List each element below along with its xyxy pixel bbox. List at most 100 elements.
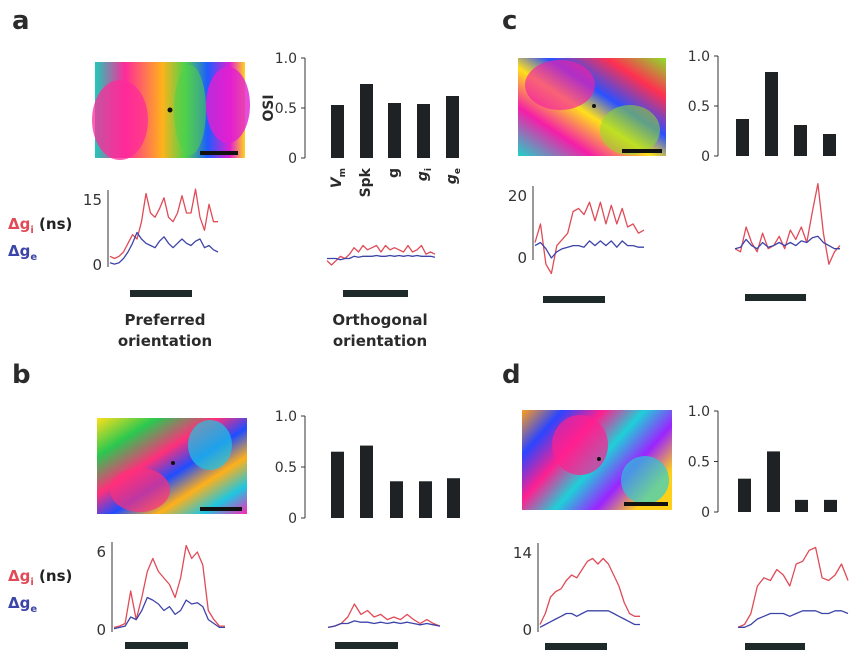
osi-y-tick-label: 1.0 [275, 409, 297, 425]
caption-orthogonal: Orthogonal orientation [310, 310, 450, 352]
orientation-map-a [92, 62, 250, 160]
gi-trace [109, 188, 218, 260]
stimulus-bar [343, 290, 408, 297]
ge-trace [539, 610, 640, 628]
stimulus-bar [130, 290, 192, 297]
panel-label-c: c [502, 6, 518, 36]
gi-trace [737, 546, 849, 628]
osi-bar-chart-d: 0 0.5 1.0 [688, 404, 837, 521]
osi-y-tick-label: 1.0 [688, 404, 710, 420]
osi-y-axis-label: OSI [261, 94, 277, 121]
osi-bar [331, 451, 344, 518]
caption-preferred: Preferred orientation [100, 310, 230, 352]
osi-bar [767, 451, 780, 512]
trace-y-tick-label: 15 [83, 191, 102, 209]
osi-bar [765, 72, 778, 156]
osi-bar [824, 499, 837, 512]
trace-panel-c-traces: 0 20 [508, 186, 645, 303]
caption-preferred-line2: orientation [117, 332, 213, 350]
osi-bar [794, 125, 807, 156]
gi-trace [327, 603, 441, 629]
osi-y-tick-label: 0.5 [275, 460, 297, 476]
orientation-map-b [97, 418, 247, 514]
osi-bar [390, 481, 403, 518]
caption-preferred-line1: Preferred [124, 311, 206, 329]
trace-y-tick-label: 0 [522, 621, 532, 639]
legend-gi-sub: i [30, 225, 34, 236]
caption-orthogonal-line2: orientation [332, 332, 428, 350]
stimulus-bar [545, 643, 607, 650]
gi-trace [734, 182, 841, 265]
trace-panel-d-orth-traces [737, 546, 849, 650]
ge-trace [534, 240, 644, 259]
osi-category-label: ge [444, 168, 463, 184]
trace-panel-d-traces: 0 14 [513, 543, 640, 650]
stimulus-bar [745, 294, 806, 301]
legend-ge-symbol: Δg [8, 242, 31, 260]
osi-category-label: Spk [358, 167, 374, 197]
osi-bar [417, 104, 430, 158]
osi-category-label: Vm [329, 168, 348, 188]
osi-bar [360, 84, 373, 158]
osi-category-label: gi [415, 168, 434, 181]
trace-y-tick-label: 20 [508, 187, 527, 205]
panel-label-d: d [502, 360, 521, 390]
osi-bar-chart-b: 0 0.5 1.0 [275, 409, 460, 527]
legend-gi-sub: i [30, 577, 34, 588]
gi-trace [534, 201, 645, 275]
ge-trace [109, 231, 219, 265]
legend-a: Δgi (ns) Δge [8, 214, 72, 268]
osi-bar [419, 481, 432, 518]
legend-ge-symbol: Δg [8, 594, 31, 612]
orientation-map-d [522, 410, 672, 510]
legend-b: Δgi (ns) Δge [8, 566, 72, 620]
gi-trace [113, 544, 225, 629]
osi-bar [331, 105, 344, 158]
conductance-traces: 0 15 0 6 0 20 0 14 [83, 182, 849, 650]
trace-y-tick-label: 0 [96, 621, 106, 639]
ge-trace [327, 620, 441, 629]
osi-y-tick-label: 0 [701, 505, 710, 521]
stimulus-bar [543, 296, 605, 303]
trace-panel-c-orth-traces [734, 182, 841, 301]
legend-gi-symbol: Δg [8, 567, 31, 585]
trace-y-tick-label: 6 [96, 543, 106, 561]
trace-panel-a-orth-traces [326, 244, 436, 297]
osi-bar-chart-c: 0 0.5 1.0 [688, 49, 836, 165]
osi-bar [446, 96, 459, 158]
osi-y-tick-label: 1.0 [688, 49, 710, 65]
osi-y-tick-label: 1.0 [275, 51, 297, 67]
osi-bar [360, 445, 373, 518]
osi-bar [447, 478, 460, 518]
osi-bar [738, 478, 751, 512]
ge-trace [113, 596, 225, 630]
trace-panel-a-traces: 0 15 [83, 188, 219, 297]
legend-ge-sub: e [30, 604, 38, 615]
trace-panel-b-orth-traces [327, 603, 441, 649]
stimulus-bar [125, 642, 188, 649]
osi-category-label: g [386, 168, 402, 178]
gi-trace [539, 557, 640, 625]
trace-y-tick-label: 14 [513, 544, 532, 562]
osi-y-tick-label: 0.5 [275, 101, 297, 117]
legend-gi-unit: (ns) [39, 215, 73, 233]
legend-gi-unit: (ns) [39, 567, 73, 585]
osi-y-tick-label: 0 [288, 151, 297, 167]
ge-trace [738, 610, 849, 628]
stimulus-bar [335, 642, 398, 649]
stimulus-bar [745, 643, 805, 650]
panel-label-a: a [12, 6, 30, 36]
caption-orthogonal-line1: Orthogonal [332, 311, 428, 329]
osi-bar [736, 119, 749, 156]
trace-y-tick-label: 0 [517, 249, 527, 267]
osi-y-tick-label: 0.5 [688, 99, 710, 115]
trace-y-tick-label: 0 [92, 256, 102, 274]
orientation-map-c [518, 58, 666, 156]
osi-bar [388, 103, 401, 158]
osi-y-tick-label: 0 [288, 511, 297, 527]
ge-trace [734, 235, 840, 250]
ge-trace [327, 254, 436, 261]
osi-y-tick-label: 0 [701, 149, 710, 165]
